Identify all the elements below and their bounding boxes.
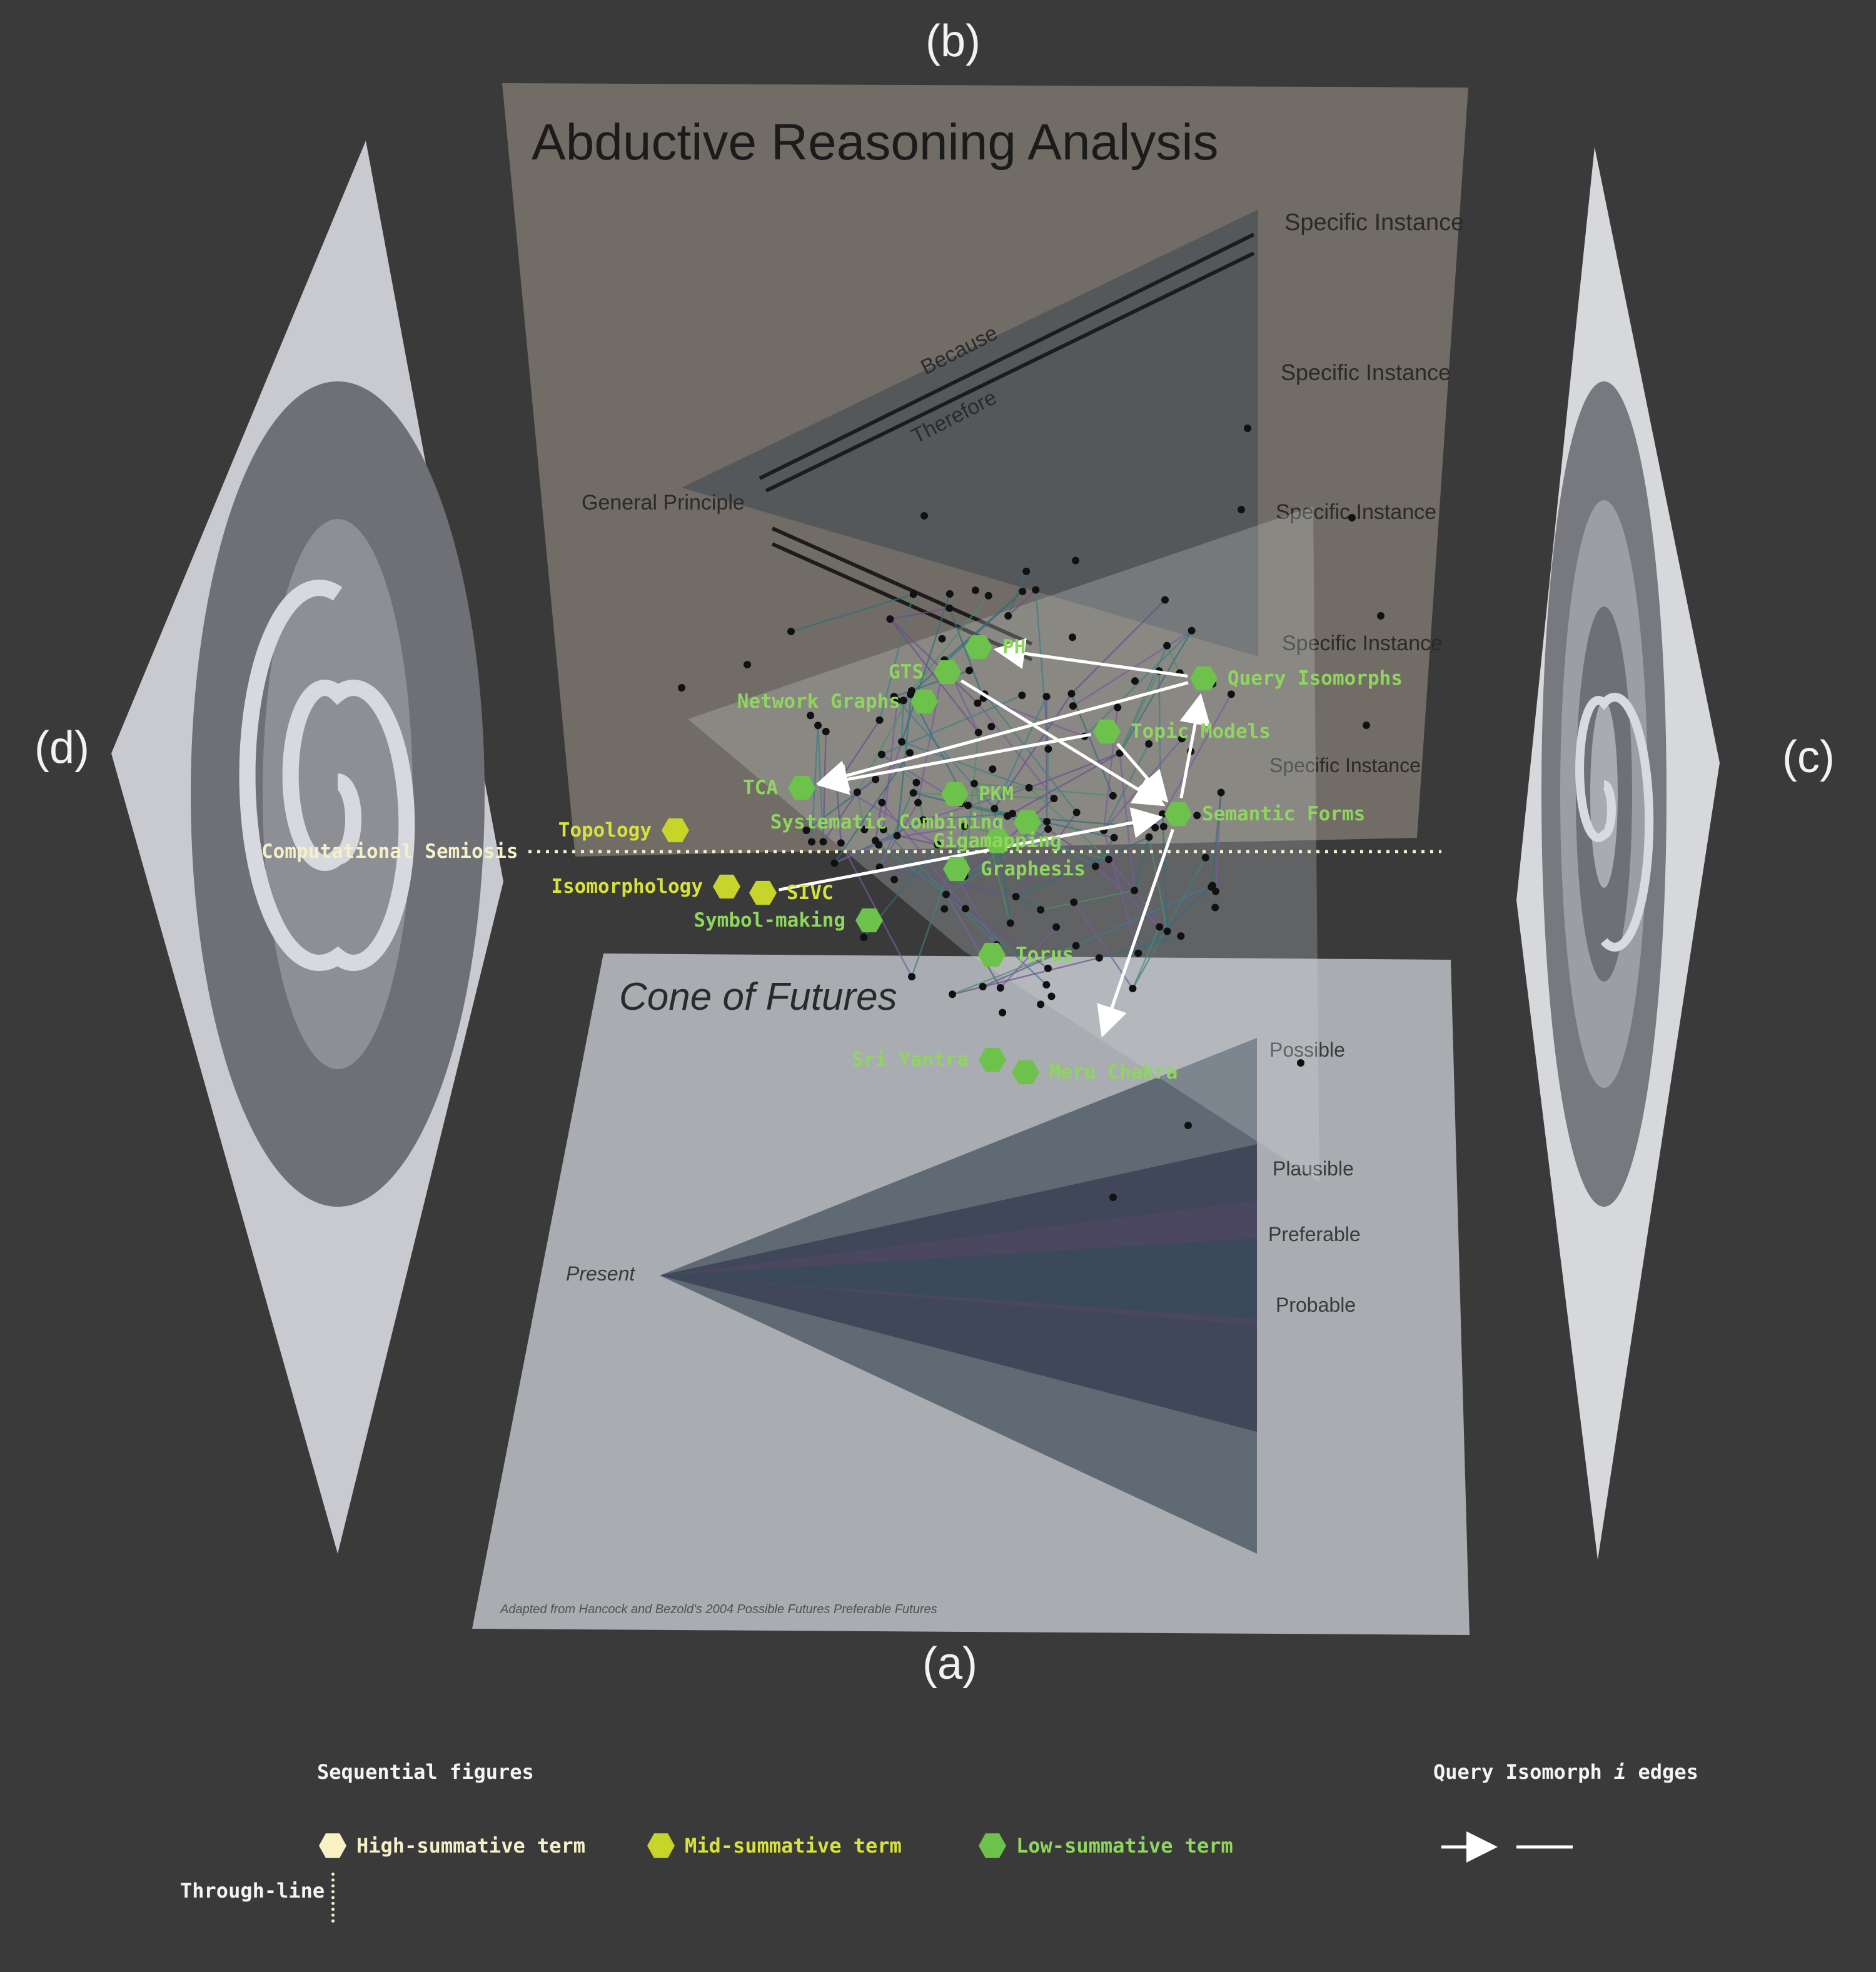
specific-instance-3: Specific Instance (1276, 500, 1436, 524)
legend-edges-title: Query Isomorph i edges (1433, 1760, 1698, 1784)
edge-topic-semantic (1116, 743, 1169, 803)
mid-hex-icon (647, 1833, 675, 1858)
node-topic-hex-icon (1093, 719, 1121, 744)
edge-topic-tca (816, 733, 1091, 795)
node-graphesis-label: Graphesis (981, 858, 1086, 880)
high-hex-icon (319, 1833, 346, 1858)
node-semantic-hex-icon (1164, 802, 1192, 827)
node-meru-hex-icon (1012, 1060, 1039, 1085)
panel-a-title: Cone of Futures (619, 975, 897, 1019)
panel-label-d: (d) (34, 723, 89, 773)
node-syscomb-label: Systematic Combining (770, 811, 1004, 833)
node-symbol-hex-icon (855, 908, 883, 933)
node-torus-hex-icon (978, 942, 1006, 967)
legend-edges-suffix: edges (1638, 1760, 1698, 1784)
probable-label: Probable (1276, 1294, 1356, 1316)
edge-semantic-query (1179, 693, 1211, 798)
edge-gts-semantic (960, 679, 1166, 807)
legend-mid-label: Mid-summative term (685, 1834, 902, 1858)
throughline-label: Computational Semiosis (261, 840, 518, 863)
edge-semantic-meru_pt (1097, 828, 1174, 1038)
node-tca-hex-icon (788, 775, 815, 800)
legend-high: High-summative term (319, 1832, 585, 1859)
node-torus-label: Torus (1016, 943, 1074, 966)
plausible-label: Plausible (1273, 1157, 1354, 1180)
node-query-label: Query Isomorphs (1228, 667, 1403, 690)
node-sri-hex-icon (979, 1047, 1006, 1072)
specific-instance-2: Specific Instance (1281, 360, 1451, 385)
legend-mid: Mid-summative term (647, 1832, 902, 1859)
legend-edges-i: i (1613, 1760, 1626, 1784)
edge-query-ph (993, 638, 1188, 678)
legend-through-line-icon (331, 1873, 335, 1923)
panel-a-caption: Adapted from Hancock and Bezold's 2004 P… (500, 1602, 937, 1616)
node-symbol-label: Symbol-making (693, 909, 845, 932)
panel-b-title: Abductive Reasoning Analysis (532, 114, 1219, 171)
query-isomorph-edges (779, 638, 1211, 1038)
node-ph-label: PH (1002, 636, 1026, 658)
node-gts-label: GTS (889, 661, 924, 683)
legend-low-label: Low-summative term (1016, 1834, 1233, 1858)
spiral-c (1575, 693, 1654, 952)
node-isomorphology-hex-icon (713, 874, 740, 899)
node-pkm-label: PKM (979, 783, 1014, 805)
panel-c-diamond (1516, 147, 1720, 1560)
spiral-d (239, 580, 415, 971)
general-principle-label: General Principle (582, 491, 745, 515)
node-syscomb-hex-icon (1014, 810, 1041, 835)
node-pkm-hex-icon (941, 782, 969, 807)
edge-sivc-semantic (779, 807, 1164, 892)
node-giga-label: Gigamapping (933, 830, 1061, 852)
panel-d-diamond (111, 141, 503, 1554)
node-graphesis-hex-icon (943, 857, 971, 882)
panel-b-plane (502, 83, 1468, 857)
node-tca-label: TCA (743, 777, 778, 799)
node-giga-hex-icon (984, 828, 1011, 853)
node-network-label: Network Graphs (737, 690, 900, 713)
legend-low: Low-summative term (979, 1832, 1233, 1859)
node-query-hex-icon (1190, 666, 1218, 691)
panel-a-plane (472, 953, 1470, 1635)
node-semantic-label: Semantic Forms (1202, 803, 1365, 825)
panel-label-a: (a) (922, 1639, 977, 1689)
node-ph-hex-icon (965, 635, 992, 660)
specific-instance-4: Specific Instance (1282, 631, 1443, 655)
panel-label-b: (b) (925, 16, 981, 66)
edge-query-tca (816, 681, 1189, 791)
node-sivc-label: SIVC (787, 882, 834, 904)
legend-sequential-title: Sequential figures (317, 1760, 534, 1784)
node-gts-hex-icon (934, 660, 961, 685)
legend-high-label: High-summative term (356, 1834, 586, 1858)
low-hex-icon (979, 1833, 1006, 1858)
possible-label: Possible (1269, 1039, 1345, 1061)
specific-instance-5: Specific Instance (1269, 754, 1421, 777)
preferable-label: Preferable (1268, 1223, 1361, 1245)
node-sri-label: Sri Yantra (852, 1049, 969, 1071)
node-topology-hex-icon (662, 818, 689, 843)
node-topology-label: Topology (558, 819, 652, 842)
node-topic-label: Topic Models (1131, 720, 1271, 743)
term-nodes: PH GTS Network Graphs Query Isomorphs Topic … (551, 635, 1403, 1085)
legend-edges-prefix: Query Isomorph (1433, 1760, 1602, 1784)
node-isomorphology-label: Isomorphology (551, 875, 703, 898)
node-network-hex-icon (910, 689, 938, 714)
legend-through-label: Through-line (180, 1879, 325, 1903)
node-sivc-hex-icon (749, 880, 777, 905)
node-meru-label: Meru Chakra (1049, 1061, 1178, 1084)
panel-label-c: (c) (1782, 732, 1835, 782)
present-label: Present (566, 1262, 635, 1285)
specific-instance-1: Specific Instance (1284, 209, 1464, 236)
